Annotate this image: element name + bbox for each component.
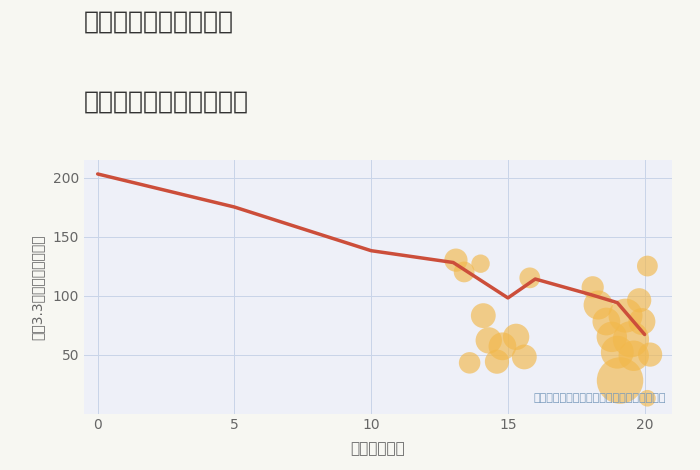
- X-axis label: 駅距離（分）: 駅距離（分）: [351, 441, 405, 456]
- Point: [475, 260, 486, 267]
- Point: [601, 318, 612, 325]
- Point: [477, 312, 489, 320]
- Point: [519, 353, 530, 360]
- Point: [615, 377, 626, 384]
- Point: [636, 318, 648, 325]
- Point: [483, 337, 494, 344]
- Y-axis label: 坪（3.3㎡）単価（万円）: 坪（3.3㎡）単価（万円）: [30, 234, 44, 339]
- Point: [587, 283, 598, 291]
- Point: [620, 312, 631, 320]
- Point: [625, 336, 636, 343]
- Point: [593, 301, 604, 309]
- Point: [628, 352, 639, 360]
- Point: [634, 297, 645, 304]
- Point: [491, 358, 503, 365]
- Point: [642, 262, 653, 270]
- Point: [458, 268, 470, 276]
- Text: 駅距離別中古戸建て価格: 駅距離別中古戸建て価格: [84, 89, 249, 113]
- Point: [612, 348, 623, 356]
- Text: 円の大きさは、取引のあった物件面積を示す: 円の大きさは、取引のあった物件面積を示す: [533, 393, 666, 403]
- Point: [497, 343, 508, 350]
- Point: [645, 351, 656, 358]
- Text: 奈良県奈良市若葉台の: 奈良県奈良市若葉台の: [84, 9, 234, 33]
- Point: [524, 274, 536, 282]
- Point: [464, 359, 475, 367]
- Point: [450, 256, 461, 264]
- Point: [510, 333, 522, 341]
- Point: [642, 394, 653, 402]
- Point: [606, 333, 617, 341]
